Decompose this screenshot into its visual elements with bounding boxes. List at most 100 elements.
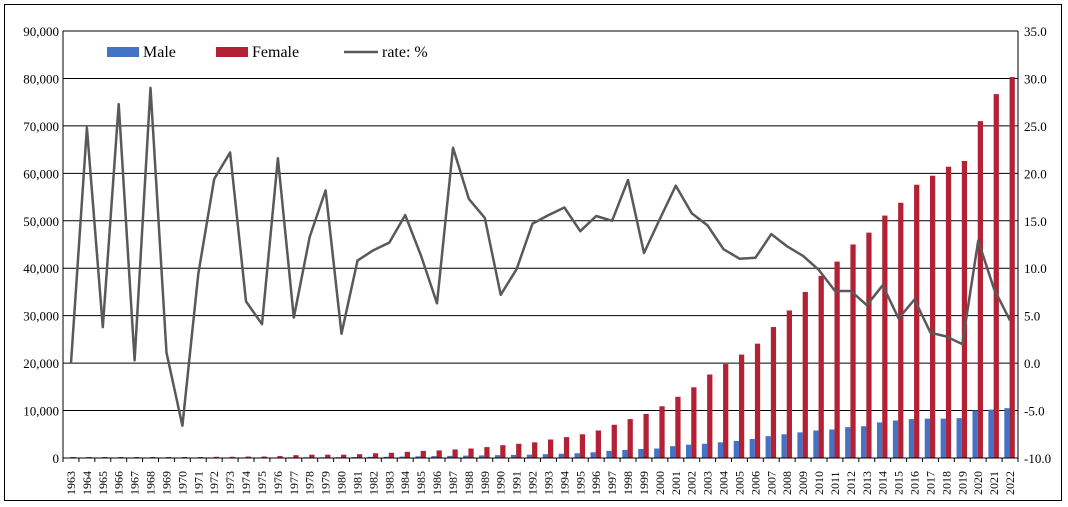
bar-female [245,456,251,458]
bar-female [707,374,713,458]
bar-male [574,453,580,458]
y-left-tick-label: 80,000 [23,71,59,86]
x-tick-label: 1969 [159,471,173,495]
x-tick-label: 1999 [637,471,651,495]
bar-male [829,429,835,458]
x-tick-label: 1978 [303,471,317,495]
bar-female [945,166,952,459]
bar-female [675,396,681,458]
bar-male [972,410,978,458]
y-left-tick-label: 10,000 [23,404,59,419]
x-tick-label: 2014 [876,471,890,495]
bar-male [813,430,819,458]
x-tick-label: 2008 [780,471,794,495]
legend-label-female: Female [252,44,299,61]
bar-female [961,160,968,458]
bar-male [558,453,564,458]
bar-male [654,448,660,458]
x-tick-label: 2002 [685,471,699,495]
y-left-tick-label: 60,000 [23,166,59,181]
x-tick-label: 2011 [828,471,842,495]
x-tick-label: 1988 [462,471,476,495]
bar-female [882,215,888,458]
x-tick-label: 2022 [1003,471,1017,495]
bar-female [325,454,331,458]
bar-male [510,454,517,458]
bar-female [229,456,235,458]
x-tick-label: 1992 [526,471,540,495]
bar-female [356,454,363,458]
x-tick-label: 1972 [207,471,221,495]
bar-male [845,427,851,458]
legend-label-rate: rate: % [382,44,428,61]
bar-female [993,94,999,459]
bar-female [977,121,983,459]
bar-male [670,446,676,458]
bar-male [638,448,644,458]
bar-male [526,454,533,458]
x-tick-label: 2020 [971,471,985,495]
bar-female [834,261,840,458]
x-tick-label: 1966 [112,471,126,495]
chart-frame [4,4,1062,501]
y-right-tick-label: -10.0 [1024,451,1051,466]
x-tick-label: 2015 [892,471,906,495]
y-right-tick-label: 5.0 [1024,309,1040,324]
x-tick-label: 2005 [732,471,746,495]
bar-male [494,455,501,458]
bar-male [399,456,405,458]
bar-female [420,450,426,458]
y-left-tick-label: 0 [53,451,60,466]
bar-male [988,409,994,458]
bar-female [372,453,379,458]
bar-male [861,426,867,458]
x-tick-label: 1968 [144,471,158,495]
bar-female [818,275,824,458]
y-right-tick-label: 15.0 [1024,214,1047,229]
x-tick-label: 2021 [987,471,1001,495]
bar-female [691,387,697,458]
x-tick-label: 1971 [191,471,205,495]
y-right-tick-label: 35.0 [1024,24,1047,39]
x-tick-label: 1986 [430,471,444,495]
bar-female [1009,77,1015,458]
bar-female [261,456,267,458]
bar-female [866,232,872,458]
bar-female [595,430,601,458]
x-tick-label: 1996 [589,471,603,495]
bar-male [415,456,421,458]
bar-male [447,455,453,458]
x-tick-label: 1967 [128,471,142,495]
y-left-tick-label: 20,000 [23,356,59,371]
x-tick-label: 1993 [541,471,555,495]
bar-male [431,456,437,458]
bar-female [850,244,856,458]
bar-male [892,420,899,458]
bar-female [452,449,458,458]
bar-male [1004,408,1010,458]
bar-female [468,448,474,458]
bar-female [754,343,761,458]
y-right-tick-label: 10.0 [1024,261,1047,276]
x-tick-label: 1991 [510,471,524,495]
bar-female [627,419,633,458]
x-tick-label: 1997 [605,471,619,495]
bar-female [611,424,617,458]
legend-swatch-female [216,47,248,57]
y-left-tick-label: 70,000 [23,119,59,134]
bar-male [797,432,803,458]
bar-male [463,455,469,458]
x-tick-label: 1998 [621,471,635,495]
y-right-tick-label: 30.0 [1024,71,1047,86]
bar-male [749,439,755,458]
bar-male [383,456,389,458]
bar-male [367,456,373,458]
bar-female [309,454,315,458]
bar-female [659,406,665,458]
x-tick-label: 2013 [860,471,874,495]
y-right-tick-label: 25.0 [1024,119,1047,134]
y-right-tick-label: -5.0 [1024,404,1045,419]
x-tick-label: 2016 [908,471,922,495]
x-tick-label: 1990 [494,471,508,495]
